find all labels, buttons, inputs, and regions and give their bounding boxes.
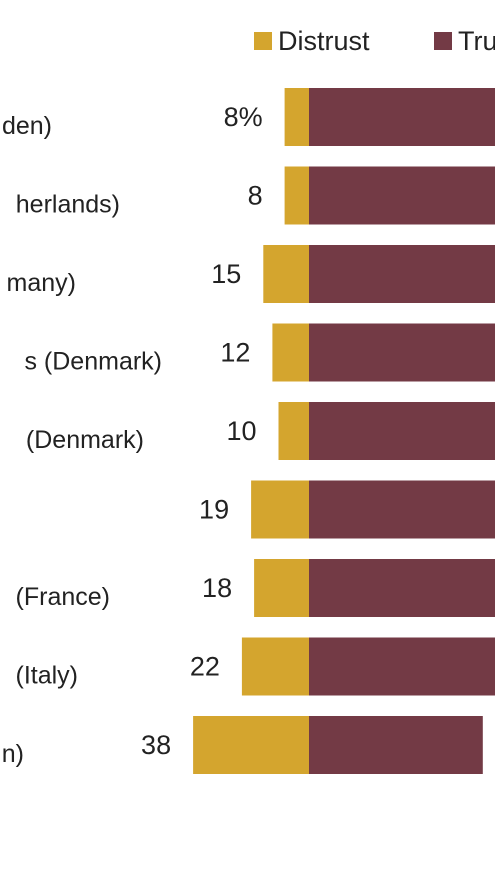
category-labels: den) herlands) many) s (Denmark) (Denmark) (F…	[2, 112, 162, 768]
value-label-4: 10	[226, 416, 256, 446]
bar-distrust-7	[241, 637, 309, 696]
legend: Distrust Tru	[254, 26, 495, 56]
value-labels: 8% 8 15 12 10 19 18 22 38	[141, 102, 263, 760]
bar-distrust-8	[193, 716, 309, 774]
legend-label-distrust: Distrust	[278, 26, 370, 56]
value-label-1: 8	[248, 181, 263, 211]
value-label-3: 12	[220, 338, 250, 368]
category-label-0: den)	[2, 112, 52, 140]
value-label-5: 19	[199, 495, 229, 525]
category-label-1: herlands)	[16, 191, 120, 219]
value-label-6: 18	[202, 573, 232, 603]
bar-distrust-2	[263, 245, 310, 303]
value-label-7: 22	[190, 652, 220, 682]
bar-trust-4	[309, 402, 495, 460]
bar-distrust-6	[254, 559, 309, 617]
legend-label-trust: Tru	[458, 26, 495, 56]
bar-trust-5	[309, 480, 495, 539]
value-label-8: 38	[141, 730, 171, 760]
bar-distrust-1	[284, 166, 309, 225]
bar-trust-2	[309, 245, 495, 303]
bar-distrust-4	[278, 402, 309, 460]
bar-trust-8	[309, 716, 483, 774]
bar-distrust-0	[284, 88, 309, 146]
bar-distrust-3	[272, 323, 309, 382]
bar-distrust-5	[251, 480, 309, 539]
bar-trust-0	[309, 88, 495, 146]
value-label-0: 8%	[224, 102, 263, 132]
bar-trust-7	[309, 637, 495, 696]
category-label-2: many)	[7, 269, 76, 297]
value-label-2: 15	[211, 259, 241, 289]
bar-trust-6	[309, 559, 495, 617]
bars	[193, 88, 495, 774]
bar-trust-1	[309, 166, 495, 225]
bar-trust-3	[309, 323, 495, 382]
category-label-7: (Italy)	[16, 662, 79, 690]
category-label-8: n)	[2, 740, 24, 768]
legend-swatch-trust	[434, 32, 452, 50]
category-label-6: (France)	[16, 583, 110, 611]
category-label-4: (Denmark)	[26, 426, 144, 454]
category-label-3: s (Denmark)	[24, 348, 162, 376]
legend-swatch-distrust	[254, 32, 272, 50]
